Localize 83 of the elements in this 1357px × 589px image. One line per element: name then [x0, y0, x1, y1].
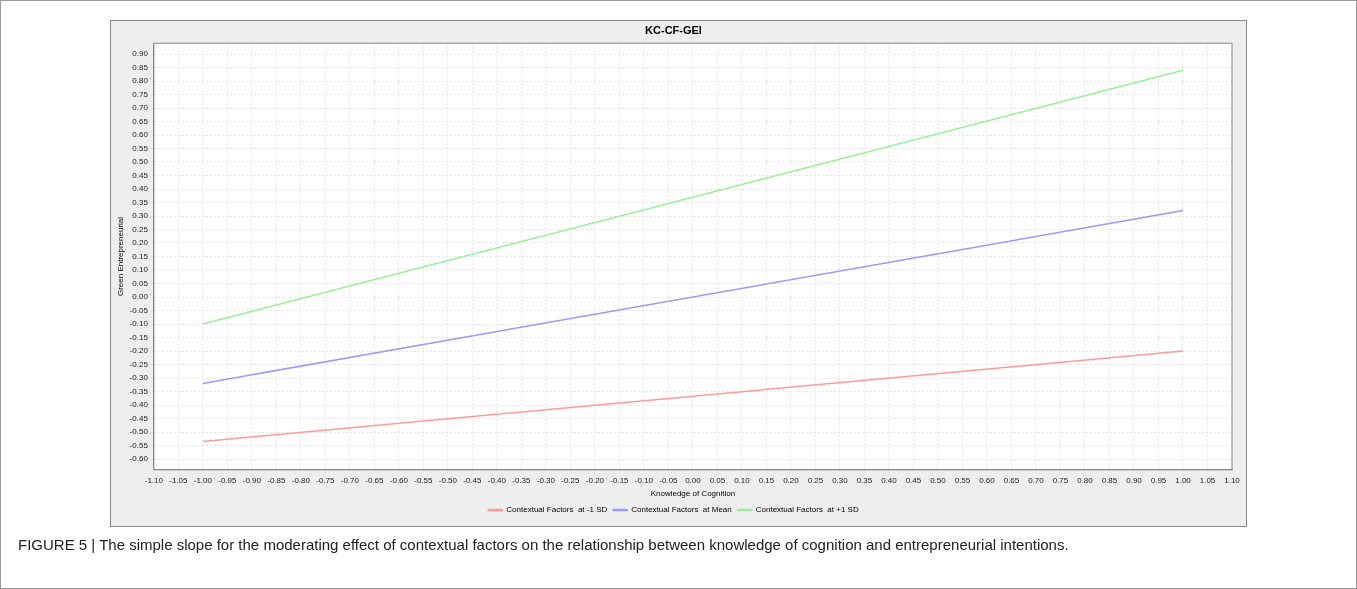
x-tick-label: -0.05 [659, 475, 679, 485]
y-tick-label: 0.00 [132, 292, 149, 302]
y-tick-label: -0.15 [129, 332, 149, 342]
x-tick-label: 0.35 [856, 475, 873, 485]
x-tick-label: -0.95 [218, 475, 238, 485]
x-tick-label: 0.60 [979, 475, 996, 485]
x-tick-label: 1.05 [1199, 475, 1216, 485]
x-tick-label: -0.35 [512, 475, 532, 485]
x-tick-label: -0.85 [267, 475, 287, 485]
y-tick-label: 0.45 [132, 170, 149, 180]
x-tick-label: 0.05 [709, 475, 726, 485]
y-tick-label: -0.55 [129, 440, 149, 450]
y-tick-label: 0.05 [132, 278, 149, 288]
y-tick-label: 0.50 [132, 157, 149, 167]
y-tick-label: -0.25 [129, 359, 149, 369]
x-tick-label: 1.00 [1175, 475, 1192, 485]
y-tick-label: 0.65 [132, 116, 149, 126]
x-tick-label: -0.25 [561, 475, 581, 485]
y-tick-label: 0.60 [132, 130, 149, 140]
x-tick-label: 0.75 [1052, 475, 1069, 485]
x-tick-label: 0.90 [1126, 475, 1143, 485]
x-tick-label: 0.40 [881, 475, 898, 485]
x-tick-label: -0.45 [463, 475, 483, 485]
x-tick-label: 0.55 [954, 475, 971, 485]
x-tick-label: 0.85 [1101, 475, 1118, 485]
y-tick-label: -0.35 [129, 386, 149, 396]
y-axis-title: Green Entrepreneurial [116, 216, 125, 297]
y-tick-label: 0.20 [132, 238, 149, 248]
y-tick-label: -0.40 [129, 400, 149, 410]
y-tick-label: 0.25 [132, 224, 149, 234]
x-tick-label: 0.30 [832, 475, 849, 485]
x-tick-label: 0.50 [930, 475, 947, 485]
x-tick-label: -0.70 [340, 475, 360, 485]
x-tick-label: -0.60 [389, 475, 409, 485]
x-tick-label: -0.40 [487, 475, 507, 485]
x-tick-label: 0.45 [905, 475, 922, 485]
x-tick-label: -0.75 [316, 475, 336, 485]
x-tick-label: -0.50 [438, 475, 458, 485]
x-tick-label: -1.00 [193, 475, 213, 485]
y-tick-label: -0.10 [129, 319, 149, 329]
x-tick-label: -1.05 [169, 475, 189, 485]
y-tick-label: 0.40 [132, 184, 149, 194]
x-tick-label: 0.10 [734, 475, 751, 485]
y-tick-label: -0.50 [129, 427, 149, 437]
x-tick-label: -0.30 [536, 475, 556, 485]
y-tick-label: 0.85 [132, 62, 149, 72]
legend-label: Contextual Factors at -1 SD [506, 505, 608, 515]
y-tick-label: 0.15 [132, 251, 149, 261]
y-tick-label: 0.10 [132, 265, 149, 275]
y-tick-label: 0.55 [132, 143, 149, 153]
y-tick-label: -0.20 [129, 346, 149, 356]
legend-label: Contextual Factors at Mean [631, 505, 732, 515]
y-tick-label: -0.05 [129, 305, 149, 315]
x-tick-label: -0.20 [585, 475, 605, 485]
y-tick-label: 0.70 [132, 103, 149, 113]
x-tick-label: -1.10 [144, 475, 164, 485]
x-tick-label: -0.65 [365, 475, 385, 485]
x-tick-label: 0.00 [685, 475, 702, 485]
y-tick-label: 0.75 [132, 89, 149, 99]
x-axis-title: Knowledge of Cognition [650, 489, 736, 499]
x-tick-label: 1.10 [1224, 475, 1241, 485]
x-tick-label: -0.55 [414, 475, 434, 485]
y-tick-label: -0.60 [129, 454, 149, 464]
y-tick-label: 0.30 [132, 211, 149, 221]
y-tick-label: -0.30 [129, 373, 149, 383]
y-tick-label: -0.45 [129, 413, 149, 423]
x-tick-label: -0.80 [291, 475, 311, 485]
x-tick-label: 0.25 [807, 475, 824, 485]
y-tick-label: 0.35 [132, 197, 149, 207]
chart-title: KC-CF-GEI [645, 23, 702, 36]
x-tick-label: 0.70 [1028, 475, 1045, 485]
legend-label: Contextual Factors at +1 SD [755, 505, 859, 515]
x-tick-label: -0.15 [610, 475, 630, 485]
x-tick-label: 0.15 [758, 475, 775, 485]
x-tick-label: 0.20 [783, 475, 800, 485]
x-tick-label: 0.80 [1077, 475, 1094, 485]
x-tick-label: -0.10 [634, 475, 654, 485]
x-tick-label: 0.95 [1150, 475, 1167, 485]
y-tick-label: 0.80 [132, 76, 149, 86]
x-tick-label: 0.65 [1003, 475, 1020, 485]
y-tick-label: 0.90 [132, 49, 149, 59]
x-tick-label: -0.90 [242, 475, 262, 485]
caption: FIGURE 5 | The simple slope for the moderating effect of contextual factors on the relationship between knowledge of cognition and entrepreneurial intentions. [18, 536, 1070, 553]
